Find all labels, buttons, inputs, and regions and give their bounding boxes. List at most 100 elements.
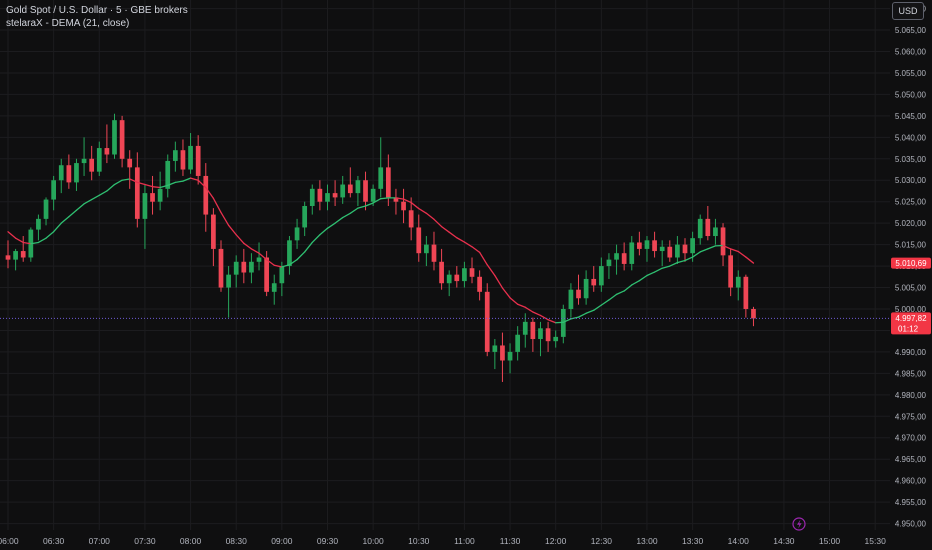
candle	[462, 261, 467, 288]
candle	[500, 332, 505, 382]
time-tick-label: 11:00	[454, 536, 475, 546]
price-tick-label: 5.030,00	[895, 176, 927, 185]
candle	[614, 244, 619, 275]
dema-segment	[52, 222, 62, 233]
candle	[522, 313, 528, 348]
candle	[363, 171, 368, 211]
candle-body	[553, 336, 559, 342]
dema-segment	[22, 241, 32, 245]
candle-body	[743, 276, 749, 309]
dema-segment	[113, 179, 123, 186]
price-tick-label: 4.980,00	[895, 391, 927, 400]
candle	[728, 248, 734, 297]
dema-segment	[631, 280, 641, 286]
time-tick-label: 09:00	[271, 536, 293, 546]
dema-segment	[669, 261, 679, 267]
candle	[347, 167, 353, 198]
indicator-title[interactable]: stelaraX - DEMA (21, close)	[6, 18, 130, 29]
candle-body	[697, 218, 703, 239]
current-price-label: 4.997,82	[895, 314, 927, 323]
time-scale[interactable]	[0, 530, 890, 550]
candle-body	[119, 120, 125, 159]
candle-body	[378, 167, 384, 189]
dema-segment	[600, 299, 610, 306]
candle	[271, 274, 277, 305]
candle	[583, 270, 589, 305]
candle-body	[309, 188, 315, 206]
dema-segment	[395, 197, 405, 200]
dema-segment	[75, 203, 85, 211]
candle-body	[644, 240, 650, 249]
dema-segment	[258, 252, 268, 261]
candle-body	[568, 289, 574, 309]
dema-segment	[159, 184, 169, 189]
dema-segment	[235, 234, 245, 244]
candle	[142, 184, 148, 249]
price-tick-label: 4.970,00	[895, 434, 927, 443]
dema-segment	[106, 183, 116, 192]
currency-button[interactable]: USD	[892, 2, 924, 20]
dema-segment	[745, 256, 755, 264]
candle-body	[583, 278, 589, 299]
candle-body	[667, 246, 673, 258]
dema-segment	[220, 211, 230, 226]
dema-segment	[737, 250, 747, 258]
dema-segment	[440, 225, 450, 233]
dema-segment	[486, 264, 496, 277]
candle	[104, 124, 110, 164]
candle	[28, 227, 34, 262]
candles	[5, 113, 756, 382]
dema-segment	[539, 314, 549, 321]
candle-body	[256, 257, 262, 262]
candle	[325, 184, 330, 211]
candle-body	[439, 261, 444, 284]
candle-body	[5, 255, 11, 260]
candle	[682, 238, 688, 262]
candle	[5, 240, 11, 269]
candle	[484, 283, 490, 357]
dema-segment	[182, 177, 192, 182]
candle-body	[614, 253, 619, 260]
candle	[598, 257, 604, 292]
candle	[112, 113, 117, 159]
candle	[180, 139, 186, 176]
candle-body	[591, 278, 597, 286]
dema-segment	[167, 181, 177, 187]
dema-segment	[14, 237, 24, 244]
candle	[58, 158, 64, 194]
candle	[735, 270, 741, 301]
candle-body	[81, 158, 87, 164]
candle-body	[203, 175, 209, 215]
symbol-title[interactable]: Gold Spot / U.S. Dollar · 5 · GBE broker…	[6, 5, 188, 16]
candle-body	[484, 291, 490, 352]
candle	[568, 283, 574, 318]
dema-segment	[174, 180, 184, 184]
candle	[469, 257, 475, 284]
candle-body	[58, 165, 64, 181]
candle-body	[157, 188, 163, 202]
time-tick-label: 08:30	[226, 536, 248, 546]
candle	[157, 171, 163, 211]
candle-body	[112, 120, 117, 155]
candle	[317, 180, 323, 211]
time-tick-label: 15:30	[865, 536, 887, 546]
price-scale[interactable]	[890, 0, 932, 550]
chart-legend: Gold Spot / U.S. Dollar · 5 · GBE broker…	[6, 4, 188, 30]
candle	[751, 306, 756, 327]
time-tick-label: 13:00	[636, 536, 658, 546]
candle-body	[720, 227, 726, 256]
dema-segment	[699, 248, 709, 253]
candle	[743, 274, 749, 318]
candle-body	[89, 158, 95, 172]
events-bolt-icon[interactable]	[792, 517, 806, 531]
dema-segment	[653, 267, 663, 273]
candle-body	[522, 321, 528, 335]
candle	[439, 248, 444, 290]
candle-body	[74, 163, 79, 183]
candle-body	[249, 261, 254, 273]
candle	[165, 154, 171, 198]
candle-body	[401, 201, 406, 211]
dema-segment	[311, 234, 321, 244]
